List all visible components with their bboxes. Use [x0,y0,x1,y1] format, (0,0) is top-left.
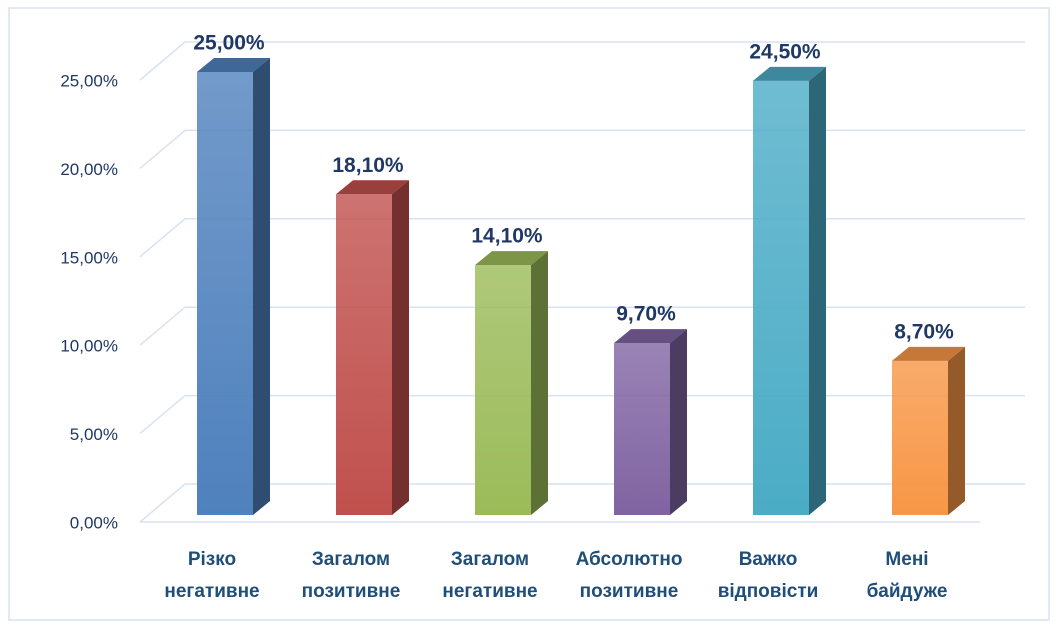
bar-side [531,251,548,515]
x-tick-label: Загалом [312,549,390,570]
grid-line [139,41,1025,81]
x-tick-label: негативне [164,581,259,602]
x-tick-label: Важко [739,549,798,570]
bar [475,265,531,515]
grid-line [139,218,1025,258]
value-label: 14,10% [471,225,543,248]
bar [197,72,253,515]
bar-top [614,329,687,344]
bar-top-shade [475,251,548,266]
y-tick-label: 0,00% [70,513,118,532]
bar [892,360,948,515]
bar-top [892,346,965,361]
bar-top-shade [614,329,687,344]
bar-side-shade [392,180,409,515]
bar-top-shade [753,66,826,81]
bar-side-shade [809,66,826,516]
x-tick-label: позитивне [580,581,679,602]
bar-top [475,251,548,266]
bar-top [336,180,409,195]
grid-line [139,394,1025,435]
x-tick-label: відповісти [718,581,819,602]
y-tick-label: 5,00% [70,425,118,444]
x-tick-label: байдуже [867,581,948,602]
y-tick-label: 15,00% [60,248,118,267]
bar-top-shade [336,180,409,195]
bar [753,80,809,516]
value-label: 25,00% [193,32,265,55]
bar-side-shade [531,251,548,515]
y-tick-label: 20,00% [60,160,118,179]
x-tick-label: негативне [442,581,537,602]
y-tick-label: 10,00% [60,337,118,356]
bar-side-shade [948,346,965,515]
x-tick-label: Загалом [451,549,529,570]
bar [336,194,392,515]
bar-top [753,66,826,81]
bar-side [948,346,965,515]
bar-side [253,58,270,515]
bar [614,343,670,515]
bar-top-shade [197,58,270,72]
value-label: 8,70% [894,320,954,343]
bar-side-shade [670,329,687,515]
value-label: 18,10% [332,154,404,177]
bar-top [197,58,270,72]
grid-line [139,483,1025,523]
bar-side [809,66,826,516]
x-tick-label: позитивне [302,581,401,602]
bar-side [670,329,687,515]
grid-line [139,129,1025,169]
bar-side-shade [253,58,270,515]
bar-top-shade [892,346,965,361]
value-label: 9,70% [616,303,676,326]
x-tick-label: Різко [188,549,236,570]
bar-side [392,180,409,515]
x-tick-label: Мені [885,549,928,570]
y-tick-label: 25,00% [60,71,118,90]
x-tick-label: Абсолютно [576,549,683,570]
grid-line [139,306,1025,346]
value-label: 24,50% [749,40,821,63]
